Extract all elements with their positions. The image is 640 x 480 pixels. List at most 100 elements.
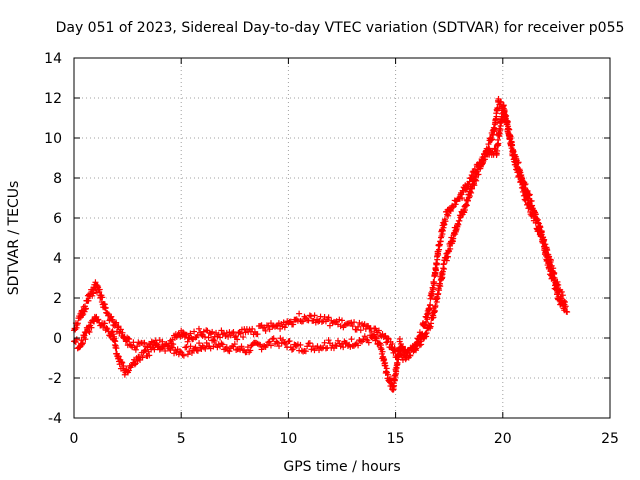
data-point (196, 340, 203, 347)
data-point (504, 119, 511, 126)
data-point (452, 201, 459, 208)
data-point (308, 313, 315, 320)
data-point (159, 338, 166, 345)
data-point (195, 325, 202, 332)
data-point (321, 339, 328, 346)
data-point (501, 108, 508, 115)
data-point (355, 323, 362, 330)
data-point (493, 113, 500, 120)
axis-ticks (73, 57, 611, 419)
y-tick-label: 10 (44, 131, 62, 147)
data-point (363, 336, 370, 343)
data-point (437, 283, 444, 290)
data-point (498, 99, 505, 106)
data-point (385, 335, 392, 342)
data-point (546, 253, 553, 260)
data-point (132, 346, 139, 353)
data-point (475, 171, 482, 178)
data-point (270, 335, 277, 342)
x-tick-label: 0 (70, 431, 79, 447)
data-point (561, 299, 568, 305)
data-point (542, 241, 549, 248)
data-point (375, 327, 382, 334)
data-point (404, 349, 411, 356)
data-point (541, 236, 548, 243)
data-point (262, 327, 269, 334)
data-point (361, 333, 368, 340)
data-point (223, 344, 230, 351)
data-point (441, 265, 448, 272)
data-point (88, 324, 95, 331)
data-point (424, 316, 431, 323)
data-point (394, 359, 401, 366)
data-point (191, 328, 198, 335)
data-point (234, 336, 241, 343)
x-tick-labels: 0 5 10 15 20 25 (70, 431, 619, 447)
data-point (180, 352, 187, 359)
x-tick-label: 15 (387, 431, 405, 447)
data-point (559, 292, 566, 299)
x-tick-label: 20 (494, 431, 512, 447)
data-point (85, 328, 92, 335)
chart-title: Day 051 of 2023, Sidereal Day-to-day VTE… (56, 20, 625, 36)
data-point (146, 352, 153, 359)
data-point (326, 322, 333, 329)
data-point (115, 323, 122, 330)
data-point (103, 325, 110, 332)
data-point (269, 336, 276, 343)
data-point (82, 305, 89, 312)
data-point (92, 279, 99, 286)
y-axis-label: SDTVAR / TECUs (6, 181, 22, 296)
data-point (564, 309, 571, 315)
data-point (329, 320, 336, 327)
data-point (494, 147, 501, 154)
data-point (211, 337, 218, 344)
data-point (351, 319, 358, 326)
data-point (427, 301, 434, 308)
data-point (91, 318, 98, 325)
data-point (389, 341, 396, 348)
y-tick-label: 2 (53, 291, 62, 307)
data-point (79, 339, 86, 346)
data-point (499, 113, 506, 120)
x-tick-label: 5 (177, 431, 186, 447)
data-point (442, 218, 449, 225)
data-point (179, 351, 186, 358)
data-point (373, 335, 380, 342)
data-point (412, 346, 419, 353)
data-point (100, 323, 107, 330)
data-point (99, 294, 106, 301)
data-point (273, 338, 280, 345)
data-point (117, 326, 124, 333)
data-point (340, 344, 347, 351)
data-point (382, 362, 389, 369)
data-point (431, 279, 438, 286)
data-point (432, 272, 439, 279)
data-point (558, 288, 565, 295)
data-point (355, 342, 362, 349)
data-point (238, 343, 245, 350)
data-point (473, 177, 480, 184)
data-point (217, 334, 224, 341)
data-point (177, 348, 184, 355)
data-point (554, 278, 561, 285)
data-point (254, 331, 261, 338)
data-point (409, 342, 416, 349)
data-point (349, 323, 356, 330)
data-point (505, 126, 512, 133)
data-point (114, 324, 121, 331)
data-point (280, 336, 287, 343)
data-point (120, 362, 127, 369)
data-point (267, 342, 274, 349)
data-point (205, 334, 212, 341)
data-point (113, 319, 120, 326)
data-point (304, 343, 311, 350)
data-point (336, 340, 343, 347)
data-point (416, 342, 423, 349)
data-point (101, 320, 108, 327)
data-point (128, 362, 135, 369)
data-point (428, 320, 435, 327)
x-tick-label: 10 (279, 431, 297, 447)
data-point (209, 328, 216, 335)
y-tick-labels: -4 -2 0 2 4 6 8 10 12 14 (44, 51, 62, 427)
